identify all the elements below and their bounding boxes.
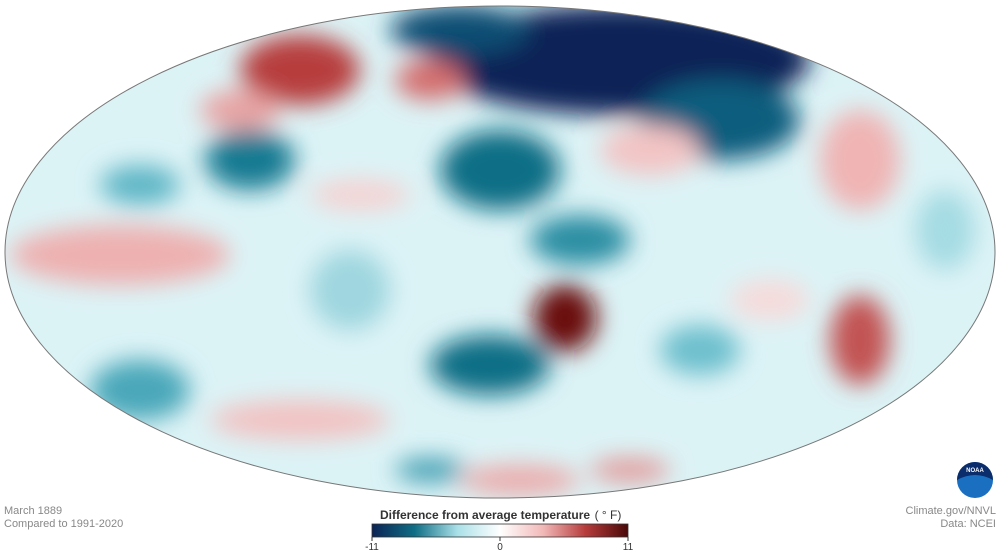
globe-outline	[4, 5, 996, 499]
source: Climate.gov/NNVL	[906, 505, 996, 517]
legend-unit: ( ° F)	[595, 508, 622, 522]
logo-text: NOAA	[966, 468, 984, 474]
tick-label: 11	[623, 542, 634, 553]
data-credit: Data: NCEI	[940, 518, 996, 530]
tick-label: -11	[365, 542, 379, 553]
color-bar	[371, 523, 629, 538]
date: March 1889	[4, 505, 62, 517]
baseline: Compared to 1991-2020	[4, 518, 123, 530]
legend-title: Difference from average temperature	[380, 508, 590, 522]
tick-label: 0	[497, 542, 503, 553]
noaa-logo: NOAA	[957, 462, 993, 498]
legend-ticks: -11 0 11	[365, 537, 634, 553]
